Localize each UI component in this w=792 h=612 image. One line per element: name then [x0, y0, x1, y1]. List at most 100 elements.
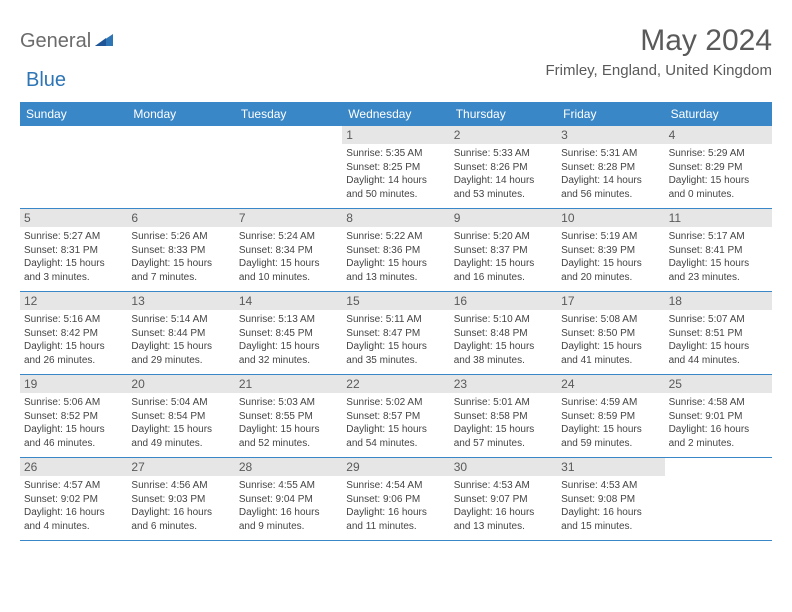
sunset-line: Sunset: 9:01 PM — [669, 410, 768, 424]
day-details: Sunrise: 4:57 AMSunset: 9:02 PMDaylight:… — [24, 479, 123, 533]
day-cell: 31Sunrise: 4:53 AMSunset: 9:08 PMDayligh… — [557, 458, 664, 540]
weekday-header: Tuesday — [235, 102, 342, 126]
day-cell: 16Sunrise: 5:10 AMSunset: 8:48 PMDayligh… — [450, 292, 557, 374]
day-number: 16 — [450, 292, 557, 310]
sunrise-line: Sunrise: 5:26 AM — [131, 230, 230, 244]
day-number: 12 — [20, 292, 127, 310]
day-details: Sunrise: 5:08 AMSunset: 8:50 PMDaylight:… — [561, 313, 660, 367]
day-cell: 24Sunrise: 4:59 AMSunset: 8:59 PMDayligh… — [557, 375, 664, 457]
week-row: 1Sunrise: 5:35 AMSunset: 8:25 PMDaylight… — [20, 126, 772, 209]
sunrise-line: Sunrise: 5:08 AM — [561, 313, 660, 327]
day-cell: 30Sunrise: 4:53 AMSunset: 9:07 PMDayligh… — [450, 458, 557, 540]
day-details: Sunrise: 5:04 AMSunset: 8:54 PMDaylight:… — [131, 396, 230, 450]
day-cell: 7Sunrise: 5:24 AMSunset: 8:34 PMDaylight… — [235, 209, 342, 291]
daylight-line: Daylight: 15 hours and 13 minutes. — [346, 257, 445, 284]
day-cell: 15Sunrise: 5:11 AMSunset: 8:47 PMDayligh… — [342, 292, 449, 374]
daylight-line: Daylight: 15 hours and 26 minutes. — [24, 340, 123, 367]
day-number: 6 — [127, 209, 234, 227]
sunset-line: Sunset: 8:59 PM — [561, 410, 660, 424]
day-number: 22 — [342, 375, 449, 393]
day-cell: 9Sunrise: 5:20 AMSunset: 8:37 PMDaylight… — [450, 209, 557, 291]
day-number: 18 — [665, 292, 772, 310]
daylight-line: Daylight: 15 hours and 52 minutes. — [239, 423, 338, 450]
day-details: Sunrise: 5:13 AMSunset: 8:45 PMDaylight:… — [239, 313, 338, 367]
daylight-line: Daylight: 15 hours and 35 minutes. — [346, 340, 445, 367]
brand-triangle-icon — [95, 32, 113, 51]
sunset-line: Sunset: 8:39 PM — [561, 244, 660, 258]
day-details: Sunrise: 4:55 AMSunset: 9:04 PMDaylight:… — [239, 479, 338, 533]
sunrise-line: Sunrise: 5:20 AM — [454, 230, 553, 244]
day-number: 7 — [235, 209, 342, 227]
sunset-line: Sunset: 8:31 PM — [24, 244, 123, 258]
daylight-line: Daylight: 16 hours and 4 minutes. — [24, 506, 123, 533]
sunrise-line: Sunrise: 4:53 AM — [561, 479, 660, 493]
sunrise-line: Sunrise: 5:14 AM — [131, 313, 230, 327]
weekday-header: Thursday — [450, 102, 557, 126]
day-number: 15 — [342, 292, 449, 310]
daylight-line: Daylight: 15 hours and 41 minutes. — [561, 340, 660, 367]
day-cell: 8Sunrise: 5:22 AMSunset: 8:36 PMDaylight… — [342, 209, 449, 291]
day-number: 8 — [342, 209, 449, 227]
sunrise-line: Sunrise: 5:29 AM — [669, 147, 768, 161]
daylight-line: Daylight: 15 hours and 54 minutes. — [346, 423, 445, 450]
sunset-line: Sunset: 9:03 PM — [131, 493, 230, 507]
sunset-line: Sunset: 9:07 PM — [454, 493, 553, 507]
day-details: Sunrise: 5:17 AMSunset: 8:41 PMDaylight:… — [669, 230, 768, 284]
daylight-line: Daylight: 15 hours and 57 minutes. — [454, 423, 553, 450]
day-number: 26 — [20, 458, 127, 476]
sunrise-line: Sunrise: 5:01 AM — [454, 396, 553, 410]
sunrise-line: Sunrise: 5:16 AM — [24, 313, 123, 327]
sunrise-line: Sunrise: 4:59 AM — [561, 396, 660, 410]
sunrise-line: Sunrise: 5:11 AM — [346, 313, 445, 327]
week-row: 26Sunrise: 4:57 AMSunset: 9:02 PMDayligh… — [20, 458, 772, 541]
sunset-line: Sunset: 8:29 PM — [669, 161, 768, 175]
day-details: Sunrise: 5:33 AMSunset: 8:26 PMDaylight:… — [454, 147, 553, 201]
day-cell: 17Sunrise: 5:08 AMSunset: 8:50 PMDayligh… — [557, 292, 664, 374]
daylight-line: Daylight: 15 hours and 49 minutes. — [131, 423, 230, 450]
sunset-line: Sunset: 9:06 PM — [346, 493, 445, 507]
sunset-line: Sunset: 8:54 PM — [131, 410, 230, 424]
day-number: 4 — [665, 126, 772, 144]
day-number: 29 — [342, 458, 449, 476]
sunrise-line: Sunrise: 4:57 AM — [24, 479, 123, 493]
sunset-line: Sunset: 9:04 PM — [239, 493, 338, 507]
sunset-line: Sunset: 8:26 PM — [454, 161, 553, 175]
daylight-line: Daylight: 16 hours and 13 minutes. — [454, 506, 553, 533]
sunset-line: Sunset: 8:44 PM — [131, 327, 230, 341]
day-number: 21 — [235, 375, 342, 393]
day-details: Sunrise: 5:29 AMSunset: 8:29 PMDaylight:… — [669, 147, 768, 201]
day-cell: 10Sunrise: 5:19 AMSunset: 8:39 PMDayligh… — [557, 209, 664, 291]
sunrise-line: Sunrise: 4:53 AM — [454, 479, 553, 493]
day-number: 19 — [20, 375, 127, 393]
day-details: Sunrise: 5:07 AMSunset: 8:51 PMDaylight:… — [669, 313, 768, 367]
sunset-line: Sunset: 8:48 PM — [454, 327, 553, 341]
daylight-line: Daylight: 16 hours and 2 minutes. — [669, 423, 768, 450]
sunrise-line: Sunrise: 5:07 AM — [669, 313, 768, 327]
day-cell: 28Sunrise: 4:55 AMSunset: 9:04 PMDayligh… — [235, 458, 342, 540]
daylight-line: Daylight: 14 hours and 50 minutes. — [346, 174, 445, 201]
day-cell: 1Sunrise: 5:35 AMSunset: 8:25 PMDaylight… — [342, 126, 449, 208]
sunrise-line: Sunrise: 5:02 AM — [346, 396, 445, 410]
week-row: 5Sunrise: 5:27 AMSunset: 8:31 PMDaylight… — [20, 209, 772, 292]
day-cell: 18 Sunrise: 5:07 AMSunset: 8:51 PMDayligh… — [665, 292, 772, 374]
daylight-line: Daylight: 15 hours and 3 minutes. — [24, 257, 123, 284]
weekday-header: Sunday — [20, 102, 127, 126]
sunset-line: Sunset: 8:42 PM — [24, 327, 123, 341]
day-details: Sunrise: 5:31 AMSunset: 8:28 PMDaylight:… — [561, 147, 660, 201]
sunrise-line: Sunrise: 5:24 AM — [239, 230, 338, 244]
sunrise-line: Sunrise: 5:35 AM — [346, 147, 445, 161]
day-cell: 21Sunrise: 5:03 AMSunset: 8:55 PMDayligh… — [235, 375, 342, 457]
day-cell: 27Sunrise: 4:56 AMSunset: 9:03 PMDayligh… — [127, 458, 234, 540]
sunrise-line: Sunrise: 5:22 AM — [346, 230, 445, 244]
daylight-line: Daylight: 15 hours and 23 minutes. — [669, 257, 768, 284]
day-number: 1 — [342, 126, 449, 144]
day-cell: 4 Sunrise: 5:29 AMSunset: 8:29 PMDaylight… — [665, 126, 772, 208]
page-title: May 2024 — [546, 24, 773, 58]
day-cell — [127, 126, 234, 208]
day-cell: 26 Sunrise: 4:57 AMSunset: 9:02 PMDayligh… — [20, 458, 127, 540]
sunset-line: Sunset: 8:33 PM — [131, 244, 230, 258]
sunset-line: Sunset: 9:02 PM — [24, 493, 123, 507]
calendar-page: General May 2024 Frimley, England, Unite… — [0, 0, 792, 551]
day-cell: 3Sunrise: 5:31 AMSunset: 8:28 PMDaylight… — [557, 126, 664, 208]
day-details: Sunrise: 5:26 AMSunset: 8:33 PMDaylight:… — [131, 230, 230, 284]
